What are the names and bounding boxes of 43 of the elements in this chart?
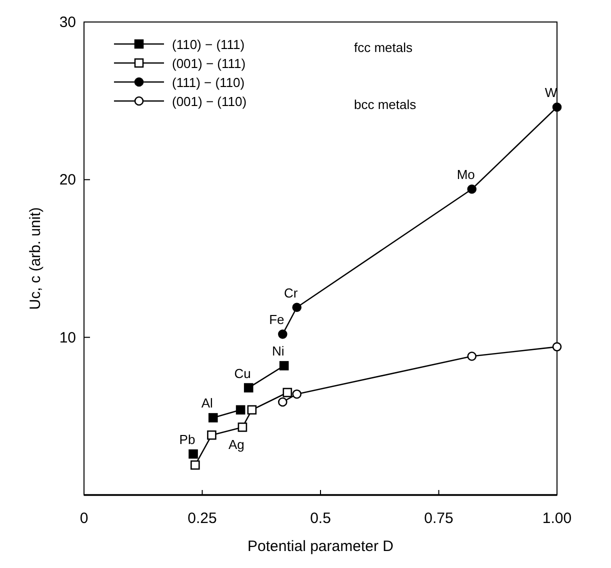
point [236, 405, 246, 415]
point [278, 330, 288, 339]
point [292, 389, 302, 399]
point [467, 352, 477, 361]
annotation: Cu [234, 366, 251, 381]
annotation: Ni [272, 344, 284, 359]
x-tick-label: 0.75 [424, 510, 454, 527]
y-tick-label: 20 [59, 172, 76, 189]
point [247, 405, 257, 415]
legend-label: (111) − (110) [172, 75, 245, 90]
point [238, 422, 248, 432]
point [190, 460, 200, 470]
annotation: Mo [456, 167, 475, 182]
point [552, 342, 562, 352]
x-tick-label: 0 [80, 510, 88, 527]
point [467, 184, 477, 194]
x-tick-label: 1.00 [542, 510, 572, 527]
point [188, 449, 198, 459]
annotation: bcc metals [354, 97, 417, 112]
annotation: fcc metals [354, 40, 414, 55]
point [208, 413, 218, 422]
legend-label: (001) − (110) [172, 94, 247, 109]
y-tick-label: 30 [59, 14, 76, 31]
y-tick-label: 10 [59, 329, 76, 346]
point [244, 383, 254, 392]
x-tick-label: 0.25 [188, 510, 217, 527]
annotation: Cr [284, 285, 298, 300]
annotation: Fe [269, 312, 284, 328]
annotation: Al [201, 396, 214, 411]
annotation: Ag [228, 437, 244, 452]
point [279, 361, 289, 370]
annotation: W [544, 85, 558, 100]
x-tick-label: 0.5 [310, 510, 331, 527]
point [282, 388, 292, 398]
legend-label: (110) − (111) [172, 37, 245, 52]
point [292, 302, 302, 312]
x-axis-title: Potential parameter D [248, 538, 394, 555]
legend-label: (001) − (111) [172, 56, 246, 71]
point [207, 430, 216, 440]
point [278, 397, 288, 407]
y-axis-title: Uc, c (arb. unit) [27, 207, 44, 310]
annotation: Pb [179, 432, 196, 448]
point [552, 102, 562, 112]
